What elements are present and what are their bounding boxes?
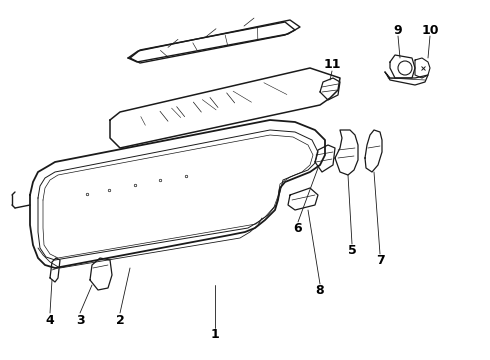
- Text: 7: 7: [376, 253, 384, 266]
- Text: 8: 8: [316, 284, 324, 297]
- Text: 9: 9: [393, 23, 402, 36]
- Text: 3: 3: [75, 314, 84, 327]
- Text: 4: 4: [46, 314, 54, 327]
- Text: 2: 2: [116, 314, 124, 327]
- Text: 5: 5: [347, 243, 356, 256]
- Text: 1: 1: [211, 328, 220, 342]
- Text: 6: 6: [294, 221, 302, 234]
- Text: 11: 11: [323, 58, 341, 72]
- Text: 10: 10: [421, 23, 439, 36]
